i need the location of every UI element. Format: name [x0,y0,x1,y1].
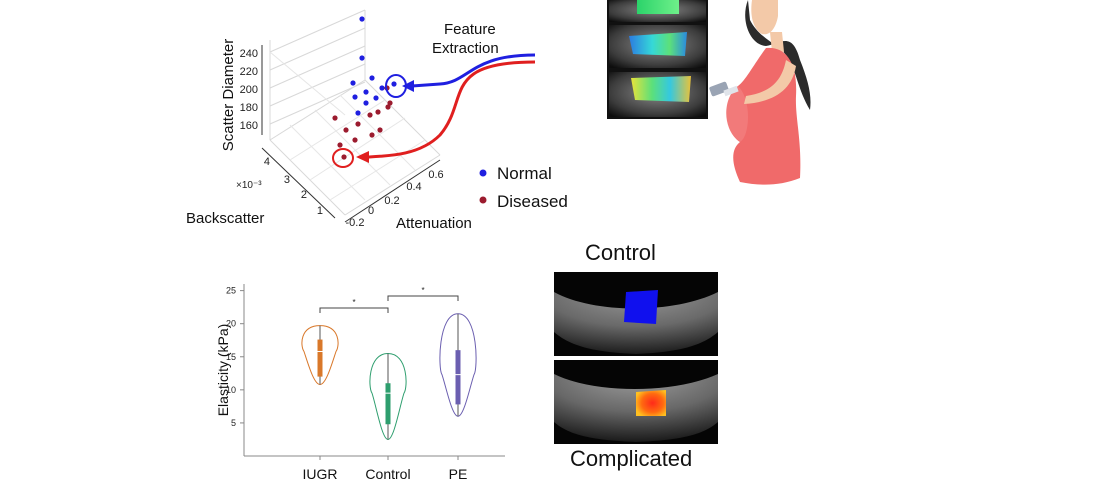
diseased-point [367,112,373,118]
x-axis-label: Attenuation [396,215,472,232]
y-ticks: 25 20 15 10 5 [226,286,244,428]
normal-feature-arrow [411,53,536,88]
violin-axes [243,284,505,457]
y-axis-label: Backscatter [186,210,264,227]
scatter-grid [269,9,441,216]
legend-label-diseased: Diseased [497,192,568,211]
normal-point [352,94,358,100]
diseased-point [352,137,358,143]
z-axis-label: Scatter Diameter [220,39,237,152]
diseased-point [341,154,347,160]
diseased-point [369,132,375,138]
diseased-point [375,109,381,115]
significance-bracket [319,307,389,313]
violins [301,313,477,440]
normal-point [355,110,361,116]
neck [770,32,784,52]
normal-point [363,100,369,106]
violin-iqr-box [455,350,461,405]
y-tick-label: 15 [226,352,236,362]
diseased-point [385,104,391,110]
normal-point [350,80,356,86]
y-tick-label: 5 [231,418,236,428]
diseased-point [387,100,393,106]
x-tick: 0.6 [428,169,443,181]
complicated-title: Complicated [570,446,693,471]
z-tick: 240 [240,48,258,60]
diseased-point [377,127,383,133]
x-tick: 0 [368,205,374,217]
control-title: Control [585,240,656,265]
violin-ylabel: Elasticity (kPa) [215,324,231,417]
belly [726,86,748,142]
legend-label-normal: Normal [497,164,552,183]
normal-points [350,16,397,116]
feature-label-line2: Extraction [432,40,499,57]
legend-marker-normal [479,169,487,177]
ultrasound-stack [607,0,708,119]
x-tick-labels: IUGR Control PE [303,456,468,482]
diseased-point [332,115,338,121]
diseased-arrowhead [356,151,369,163]
normal-point [359,55,365,61]
x-tick: 0.2 [384,195,399,207]
y-tick: 1 [317,205,323,217]
control-ultrasound-image [554,272,718,356]
violin-pe [439,313,477,417]
diseased-feature-arrow [367,60,536,159]
y-tick: 4 [264,156,270,168]
complicated-ultrasound-image [554,360,718,444]
normal-point [369,75,375,81]
probe-handle [723,85,739,97]
normal-point [391,81,397,87]
elasticity-map-2 [629,32,687,56]
face [751,0,778,35]
elasticity-map-1 [637,0,679,14]
diseased-point [337,142,343,148]
hair [745,0,811,110]
x-tick-label: IUGR [303,466,338,482]
z-tick: 160 [240,120,258,132]
significance-mark: * [352,298,355,307]
violin-iqr-box [385,383,391,425]
y-tick: 3 [284,174,290,186]
elasticity-map-3 [631,76,691,102]
y-tick-label: 10 [226,385,236,395]
pregnant-woman-illustration [709,0,811,185]
z-tick: 180 [240,102,258,114]
y-tick-label: 20 [226,319,236,329]
legend-marker-diseased [479,196,487,204]
violin-iqr-box [317,339,323,377]
x-tick: 0.4 [406,181,421,193]
y-exponent: ×10⁻³ [236,180,262,191]
diseased-point [355,121,361,127]
significance-bracket [387,295,459,301]
scatter-axes [261,45,441,223]
x-tick: -0.2 [346,217,365,229]
scatter-3d-panel: 240 220 200 180 160 4 3 2 1 ×10⁻³ -0.2 0… [186,9,568,232]
violin-iugr [301,325,339,386]
x-tick-label: Control [365,466,410,482]
z-tick: 200 [240,84,258,96]
complicated-elasticity-roi [636,390,666,416]
diseased-point [343,127,349,133]
y-tick-label: 25 [226,286,236,296]
normal-arrowhead [402,80,414,92]
significance-mark: * [421,286,424,295]
highlight-diseased-ring [332,148,354,168]
significance-brackets: ** [319,286,459,313]
feature-label-line1: Feature [444,21,496,38]
normal-point [379,85,385,91]
normal-point [373,95,379,101]
arm [744,60,796,104]
ultrasound-probe [709,81,729,97]
z-tick: 220 [240,66,258,78]
violin-control [369,352,407,440]
normal-point [363,89,369,95]
y-tick: 2 [301,189,307,201]
control-elasticity-roi [624,290,658,324]
x-tick-label: PE [449,466,468,482]
normal-point [359,16,365,22]
